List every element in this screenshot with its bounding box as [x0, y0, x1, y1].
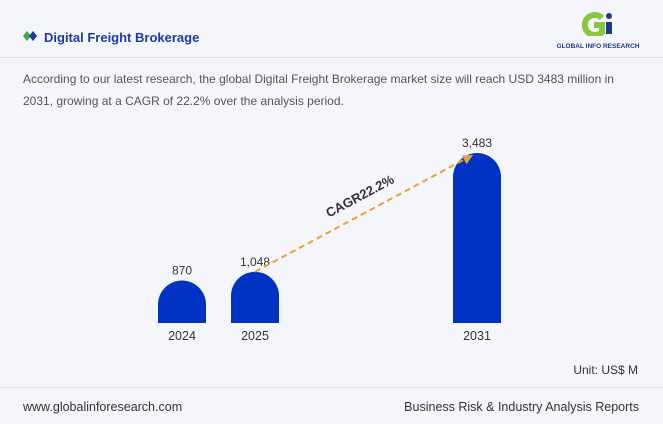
- cagr-label: CAGR22.2%: [323, 171, 397, 220]
- bar-2024: [158, 280, 206, 323]
- description: According to our latest research, the gl…: [23, 72, 614, 108]
- logo: GLOBAL INFO RESEARCH: [553, 12, 643, 50]
- diamond-icon: [23, 31, 37, 41]
- tagline: Business Risk & Industry Analysis Report…: [404, 400, 639, 414]
- category-label-2031: 2031: [463, 329, 491, 343]
- unit-label: Unit: US$ M: [573, 363, 638, 377]
- cagr-arrow: [254, 157, 468, 273]
- cagr-arrowhead: [461, 155, 473, 165]
- bar-2025: [231, 271, 279, 323]
- category-label-2024: 2024: [168, 329, 196, 343]
- page-title: Digital Freight Brokerage: [44, 30, 200, 45]
- header: Digital Freight Brokerage GLOBAL INFO RE…: [0, 0, 663, 58]
- bar-2031: [453, 153, 501, 323]
- value-label-2031: 3,483: [462, 136, 492, 150]
- logo-icon: [581, 12, 612, 38]
- logo-text: GLOBAL INFO RESEARCH: [556, 43, 640, 50]
- category-label-2025: 2025: [241, 329, 269, 343]
- value-label-2025: 1,048: [240, 255, 270, 269]
- value-label-2024: 870: [172, 264, 192, 278]
- footer: www.globalinforesearch.com Business Risk…: [0, 387, 663, 424]
- website-link[interactable]: www.globalinforesearch.com: [23, 400, 183, 414]
